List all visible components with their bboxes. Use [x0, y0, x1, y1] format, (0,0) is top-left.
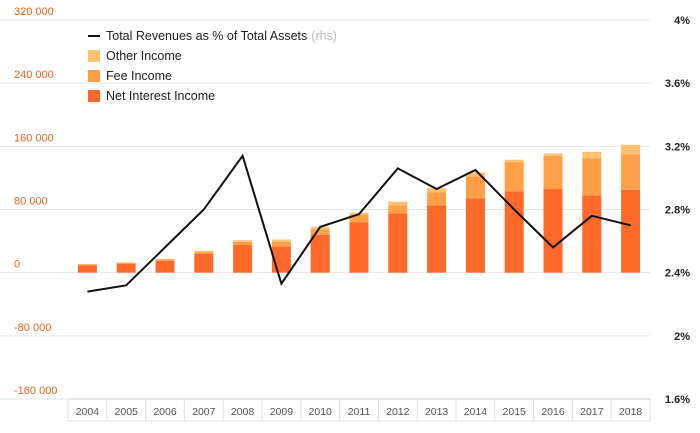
bar-other-income — [543, 153, 563, 156]
right-tick-label: 3.2% — [665, 141, 690, 153]
x-tick-label: 2007 — [192, 406, 216, 418]
left-tick-label: -160 000 — [14, 385, 57, 397]
bar-fee-income — [310, 229, 330, 235]
bar-fee-income — [582, 158, 602, 196]
x-tick-label: 2015 — [503, 406, 527, 418]
legend-box-marker — [88, 70, 100, 82]
bar-other-income — [388, 201, 408, 206]
bar-net-interest-income — [233, 245, 253, 273]
x-tick-label: 2009 — [270, 406, 294, 418]
x-tick-label: 2012 — [386, 406, 410, 418]
bars — [77, 144, 641, 273]
bar-other-income — [194, 250, 214, 252]
x-tick-label: 2018 — [619, 406, 643, 418]
bar-net-interest-income — [116, 263, 136, 273]
right-tick-label: 4% — [674, 15, 690, 27]
bar-net-interest-income — [621, 189, 641, 273]
x-tick-label: 2011 — [348, 406, 371, 418]
bar-net-interest-income — [465, 198, 485, 273]
bar-fee-income — [194, 251, 214, 254]
x-tick-label: 2004 — [76, 406, 100, 418]
bar-other-income — [427, 188, 447, 193]
bar-net-interest-income — [77, 265, 97, 273]
bar-fee-income — [77, 264, 97, 266]
bar-fee-income — [155, 259, 175, 261]
x-tick-label: 2017 — [580, 406, 604, 418]
legend-box-marker — [88, 90, 100, 102]
legend-label: Other Income — [106, 49, 182, 63]
bar-net-interest-income — [427, 205, 447, 273]
bar-fee-income — [621, 154, 641, 190]
legend-label: Fee Income — [106, 69, 172, 83]
left-tick-label: 160 000 — [14, 132, 54, 144]
bar-net-interest-income — [388, 213, 408, 273]
legend-label: Net Interest Income — [106, 89, 215, 103]
right-tick-label: 1.6% — [665, 394, 690, 406]
bar-fee-income — [271, 241, 291, 247]
bar-fee-income — [465, 176, 485, 199]
x-tick-label: 2010 — [309, 406, 333, 418]
x-tick-label: 2008 — [231, 406, 255, 418]
bar-other-income — [504, 159, 524, 163]
x-tick-label: 2016 — [541, 406, 565, 418]
x-tick-label: 2005 — [115, 406, 139, 418]
x-tick-label: 2014 — [464, 406, 488, 418]
x-tick-label: 2013 — [425, 406, 449, 418]
right-tick-label: 2.8% — [665, 205, 690, 217]
legend-label: Total Revenues as % of Total Assets (rhs) — [106, 29, 337, 43]
bar-other-income — [465, 172, 485, 177]
revenue-ratio-line — [87, 153, 631, 293]
right-tick-label: 3.6% — [665, 78, 690, 90]
left-tick-label: 0 — [14, 259, 20, 271]
right-tick-label: 2.4% — [665, 268, 690, 280]
bar-other-income — [621, 144, 641, 155]
right-tick-label: 2% — [674, 331, 690, 343]
bar-net-interest-income — [543, 188, 563, 273]
bar-net-interest-income — [310, 234, 330, 273]
bar-net-interest-income — [582, 195, 602, 273]
bar-net-interest-income — [504, 191, 524, 273]
left-tick-label: -80 000 — [14, 322, 51, 334]
left-tick-label: 240 000 — [14, 69, 54, 81]
bar-fee-income — [388, 205, 408, 214]
bar-fee-income — [427, 192, 447, 206]
bar-other-income — [233, 240, 253, 242]
axes: -160 000 -80 000 0 80 000 160 000 240 000 320 … — [14, 6, 690, 422]
bar-fee-income — [349, 215, 369, 223]
legend: Total Revenues as % of Total Assets (rhs)… — [88, 29, 337, 103]
bar-fee-income — [116, 262, 136, 264]
bar-net-interest-income — [349, 222, 369, 273]
left-tick-label: 80 000 — [14, 196, 48, 208]
bar-fee-income — [233, 241, 253, 246]
bar-fee-income — [543, 155, 563, 189]
legend-box-marker — [88, 50, 100, 62]
bar-other-income — [271, 239, 291, 242]
bar-net-interest-income — [155, 260, 175, 273]
left-tick-label: 320 000 — [14, 6, 54, 18]
bar-fee-income — [504, 162, 524, 192]
bar-other-income — [582, 151, 602, 159]
x-tick-label: 2006 — [153, 406, 177, 418]
bar-net-interest-income — [194, 253, 214, 273]
legend-note: (rhs) — [311, 29, 337, 43]
